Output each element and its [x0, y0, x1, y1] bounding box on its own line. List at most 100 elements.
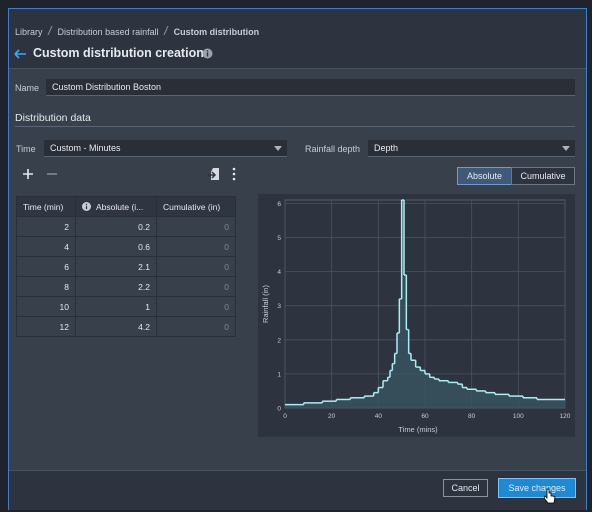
table-cell[interactable]: 0 — [156, 276, 236, 297]
table-body: 2 0.2 0 4 0.6 0 6 2.1 0 8 2.2 0 10 1 0 12 4.2 0 — [16, 216, 236, 337]
page-title: Custom distribution creation — [33, 46, 204, 60]
y-tick-label: 1 — [277, 371, 281, 378]
x-tick-label: 60 — [421, 413, 429, 420]
footer — [9, 470, 586, 510]
more-button[interactable] — [231, 167, 237, 181]
table-cell[interactable]: 0 — [156, 236, 236, 257]
section-title: Distribution data — [15, 112, 91, 124]
area-step — [411, 360, 416, 408]
area-step — [448, 382, 458, 408]
info-icon[interactable] — [202, 48, 213, 59]
column-header: Absolute (i... — [75, 196, 157, 217]
cancel-button[interactable]: Cancel — [443, 479, 488, 497]
table-cell[interactable]: 8 — [16, 276, 76, 297]
save-button[interactable]: Save changes — [498, 478, 576, 498]
area-step — [350, 397, 365, 408]
area-step — [303, 402, 323, 408]
x-tick-label: 100 — [513, 413, 524, 420]
time-dropdown[interactable]: Custom - Minutes — [44, 140, 287, 157]
table-cell[interactable]: 0 — [156, 216, 236, 237]
cursor — [544, 488, 556, 504]
area-step — [401, 200, 405, 408]
depth-label: Rainfall depth — [305, 144, 361, 154]
table-cell[interactable]: 4.2 — [75, 316, 157, 337]
separator — [163, 25, 169, 36]
area-step — [390, 370, 393, 408]
divider — [15, 126, 575, 127]
area-step — [408, 353, 412, 408]
name-input[interactable]: Custom Distribution Boston — [46, 79, 575, 96]
breadcrumb: Library Distribution based rainfall Cust… — [15, 25, 260, 37]
area-step — [392, 363, 395, 408]
table-cell[interactable]: 0 — [156, 316, 236, 337]
x-axis-title: Time (mins) — [398, 425, 438, 434]
depth-dropdown[interactable]: Depth — [368, 140, 575, 157]
area-step — [537, 399, 566, 408]
table-cell[interactable]: 0.6 — [75, 236, 157, 257]
table-cell[interactable]: 0.2 — [75, 216, 157, 237]
info-icon[interactable] — [82, 201, 91, 211]
area-step — [364, 396, 374, 408]
header — [9, 9, 586, 69]
area-step — [394, 353, 398, 408]
header-row: Time (min) Absolute (i... Cumulative (in… — [16, 196, 236, 217]
area-step — [404, 275, 407, 408]
area-step — [373, 392, 379, 408]
area-step — [439, 380, 449, 408]
time-label: Time — [16, 144, 36, 154]
table-row[interactable]: 6 2.1 0 — [16, 256, 236, 277]
import-button[interactable] — [208, 167, 222, 181]
area-step — [495, 394, 510, 408]
area-step — [378, 387, 384, 408]
area-step — [415, 367, 421, 408]
area-step — [434, 379, 440, 408]
crumb[interactable]: Distribution based rainfall — [57, 27, 159, 37]
table-cell[interactable]: 0 — [156, 296, 236, 317]
toggle-absolute[interactable]: Absolute — [457, 167, 512, 185]
table-cell[interactable]: 10 — [16, 296, 76, 317]
remove-button[interactable] — [46, 168, 58, 180]
table-row[interactable]: 8 2.2 0 — [16, 276, 236, 297]
area-step — [406, 329, 409, 408]
caret — [274, 146, 282, 151]
table-row[interactable]: 10 1 0 — [16, 296, 236, 317]
x-tick-label: 20 — [328, 413, 336, 420]
area-step — [485, 392, 496, 408]
table-row[interactable]: 2 0.2 0 — [16, 216, 236, 237]
table-cell[interactable]: 2.2 — [75, 276, 157, 297]
column-header: Time (min) — [16, 196, 76, 217]
area-step — [420, 370, 426, 408]
caret — [562, 146, 570, 151]
table-cell[interactable]: 1 — [75, 296, 157, 317]
table-cell[interactable]: 2.1 — [75, 256, 157, 277]
toggle-cumulative[interactable]: Cumulative — [511, 167, 575, 185]
y-tick-label: 2 — [277, 337, 281, 344]
table-cell[interactable]: 4 — [16, 236, 76, 257]
table-cell[interactable]: 6 — [16, 256, 76, 277]
table-cell[interactable]: 12 — [16, 316, 76, 337]
area-step — [509, 396, 524, 408]
back-arrow[interactable] — [14, 48, 28, 60]
crumb[interactable]: Library — [15, 27, 43, 37]
table-row[interactable]: 4 0.6 0 — [16, 236, 236, 257]
area-step — [399, 298, 402, 408]
area-step — [397, 332, 400, 408]
crumb-current: Custom distribution — [173, 27, 260, 37]
add-button[interactable] — [22, 168, 34, 180]
table-cell[interactable]: 0 — [156, 256, 236, 277]
y-axis-title: Rainfall (in) — [261, 285, 270, 323]
area-step — [457, 384, 463, 408]
y-tick-label: 5 — [277, 235, 281, 242]
area-step — [523, 397, 538, 408]
area-step — [476, 390, 486, 408]
table-row[interactable]: 12 4.2 0 — [16, 316, 236, 337]
table-cell[interactable]: 2 — [16, 216, 76, 237]
area-step — [383, 380, 388, 408]
separator — [47, 25, 53, 36]
column-header: Cumulative (in) — [156, 196, 236, 217]
name-label: Name — [15, 83, 40, 93]
x-tick-label: 40 — [375, 413, 383, 420]
y-tick-label: 4 — [277, 269, 281, 276]
x-tick-label: 80 — [468, 413, 476, 420]
